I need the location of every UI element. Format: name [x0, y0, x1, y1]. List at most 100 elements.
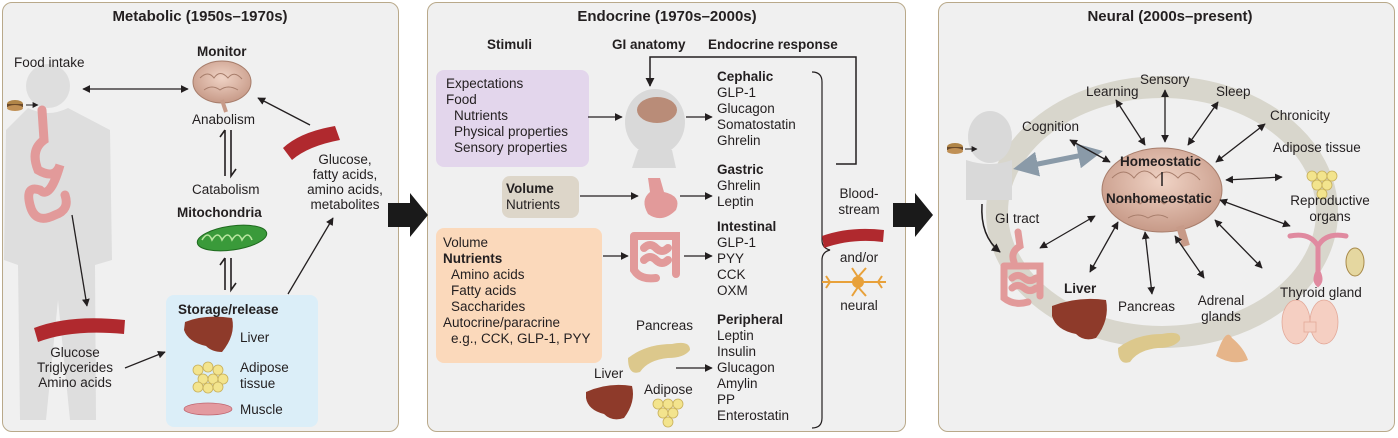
and-or-label: and/or: [839, 250, 879, 265]
stimuli-3-volume: Volume: [443, 235, 489, 250]
thyroid-gland-label: Thyroid gland: [1280, 285, 1362, 300]
muscle-icon: [183, 402, 233, 416]
storage-adipose-line-2: tissue: [240, 376, 276, 391]
stimuli-amino-acids: Amino acids: [451, 267, 525, 282]
intestinal-oxm: OXM: [717, 283, 748, 298]
liver-icon: [184, 316, 233, 352]
metabolic-title: Metabolic (1950s–1970s): [112, 8, 288, 25]
storage-release-title: Storage/release: [178, 302, 279, 317]
liver-icon-3: [1052, 298, 1107, 340]
reproductive-organs-icon: [1287, 232, 1365, 288]
stimuli-autocrine-paracrine: Autocrine/paracrine: [443, 315, 561, 330]
monitor-label: Monitor: [197, 44, 247, 59]
blood-nutrients-line-3: Amino acids: [38, 375, 112, 390]
peripheral-header: Peripheral: [717, 312, 784, 327]
intestinal-pyy: PYY: [717, 251, 745, 266]
transition-arrow-icon-2: [893, 193, 933, 237]
sensory-label: Sensory: [1140, 72, 1190, 87]
cephalic-somatostatin: Somatostatin: [717, 117, 796, 132]
sleep-label: Sleep: [1216, 84, 1251, 99]
blood-metabolites-line-4: metabolites: [310, 197, 380, 212]
gut-icon: [24, 105, 71, 223]
peripheral-insulin: Insulin: [717, 344, 757, 359]
cognition-label: Cognition: [1022, 119, 1080, 134]
transition-arrow-icon: [388, 193, 428, 237]
intestinal-header: Intestinal: [717, 219, 777, 234]
peripheral-leptin: Leptin: [717, 328, 754, 343]
storage-liver-label: Liver: [240, 330, 270, 345]
gastric-header: Gastric: [717, 162, 764, 177]
endocrine-title: Endocrine (1970s–2000s): [577, 8, 757, 25]
liver-icon-2: [586, 384, 633, 420]
stimuli-sensory-box: [436, 70, 589, 167]
blood-vessel-icon: [283, 126, 340, 160]
stimuli-eg: e.g., CCK, GLP-1, PYY: [451, 331, 591, 346]
burger-icon-2: [947, 143, 963, 154]
intestinal-cck: CCK: [717, 267, 746, 282]
reproductive-line-1: Reproductive: [1290, 193, 1370, 208]
stimuli-3-nutrients: Nutrients: [443, 251, 503, 266]
thyroid-gland-icon: [1281, 299, 1339, 345]
equilibrium-arrows-icon: [219, 129, 237, 179]
person-silhouette-icon: [966, 111, 1012, 200]
reproductive-line-2: organs: [1309, 209, 1351, 224]
stimuli-volume-bold: Volume: [506, 181, 554, 196]
brain-icon: [192, 60, 252, 113]
blood-vessel-icon-2: [822, 228, 884, 248]
bloodstream-line-1: Blood-: [839, 186, 879, 201]
stimuli-volume-nutrients: Nutrients: [506, 197, 561, 212]
adipose-tissue-label: Adipose tissue: [1273, 140, 1361, 155]
stimuli-fatty-acids: Fatty acids: [451, 283, 517, 298]
stimuli-nutrient-box: [436, 228, 602, 363]
pancreas-label: Pancreas: [636, 318, 694, 333]
neuron-icon: [822, 267, 886, 297]
homeostatic-label: Homeostatic: [1120, 154, 1202, 169]
stimuli-saccharides: Saccharides: [451, 299, 526, 314]
cephalic-ghrelin: Ghrelin: [717, 133, 761, 148]
gastric-leptin: Leptin: [717, 194, 754, 209]
gastric-ghrelin: Ghrelin: [717, 178, 761, 193]
head-brain-icon: [625, 89, 685, 168]
peripheral-enterostatin: Enterostatin: [717, 408, 790, 423]
storage-adipose-line-1: Adipose: [240, 360, 289, 375]
mitochondria-label: Mitochondria: [177, 205, 262, 220]
bloodstream-line-2: stream: [838, 202, 880, 217]
gi-tract-icon: [1000, 228, 1044, 307]
stimuli-sensory-properties: Sensory properties: [454, 140, 568, 155]
response-brace: [811, 71, 831, 429]
blood-metabolites-line-1: Glucose,: [318, 152, 372, 167]
gi-anatomy-column-header: GI anatomy: [612, 37, 686, 52]
stomach-icon: [644, 178, 678, 219]
stimuli-food: Food: [446, 92, 477, 107]
neural-pancreas-label: Pancreas: [1118, 299, 1176, 314]
blood-nutrients-line-2: Triglycerides: [36, 360, 114, 375]
adipose-label: Adipose: [644, 382, 693, 397]
stimuli-physical-properties: Physical properties: [454, 124, 569, 139]
neural-liver-label: Liver: [1064, 281, 1097, 296]
blood-vessel-left-icon: [34, 318, 125, 342]
adipose-icon: [192, 361, 229, 394]
cephalic-header: Cephalic: [717, 69, 774, 84]
anabolism-label: Anabolism: [192, 112, 256, 127]
neural-title: Neural (2000s–present): [1087, 8, 1253, 25]
gi-tract-label: GI tract: [995, 211, 1040, 226]
stimuli-volume-box: [502, 176, 579, 218]
chronicity-label: Chronicity: [1270, 108, 1331, 123]
intestine-icon: [630, 232, 680, 283]
adrenal-line-1: Adrenal: [1197, 293, 1245, 308]
peripheral-glucagon: Glucagon: [717, 360, 775, 375]
blood-nutrients-line-1: Glucose: [50, 345, 100, 360]
storage-muscle-label: Muscle: [240, 402, 283, 417]
adrenal-line-2: glands: [1201, 309, 1241, 324]
pancreas-icon-2: [1118, 332, 1181, 363]
mitochondria-icon: [196, 224, 268, 252]
cephalic-glucagon: Glucagon: [717, 101, 775, 116]
catabolism-label: Catabolism: [192, 182, 260, 197]
adipose-icon-3: [1306, 170, 1338, 200]
blood-metabolites-line-3: amino acids,: [307, 182, 383, 197]
adrenal-gland-icon: [1216, 334, 1248, 363]
learning-label: Learning: [1086, 84, 1139, 99]
endocrine-response-column-header: Endocrine response: [708, 37, 838, 52]
nonhomeostatic-label: Nonhomeostatic: [1106, 191, 1212, 206]
